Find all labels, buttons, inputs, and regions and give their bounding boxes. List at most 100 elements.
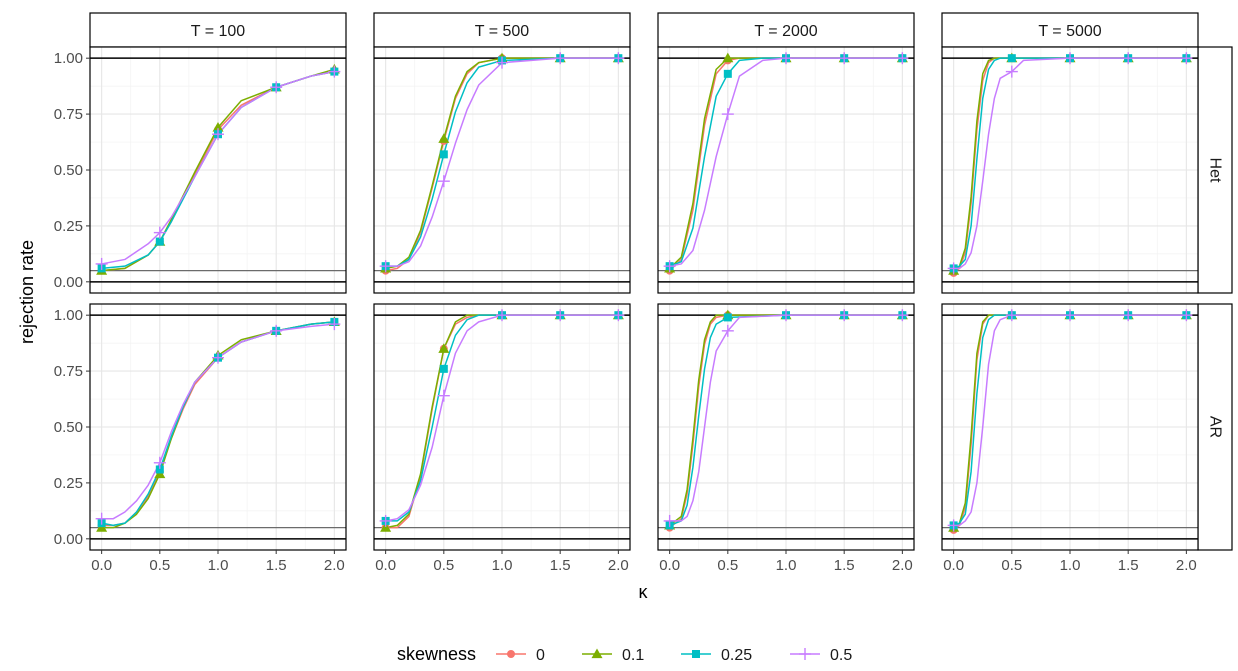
gridlines (658, 47, 914, 293)
x-tick-label: 1.0 (776, 557, 797, 574)
gridlines (374, 47, 630, 293)
series-point-0-5 (663, 514, 676, 527)
series-point-0-1 (438, 133, 450, 143)
column-strip-box (373, 12, 631, 48)
series-point-0-5 (437, 175, 450, 188)
panel: 0.0 0.5 1.0 1.5 2.0 (373, 303, 631, 574)
series-point-0-25 (1007, 54, 1016, 63)
series-line-0-5 (385, 314, 619, 522)
series-line-0-25 (385, 57, 619, 267)
x-tick-label: 1.5 (550, 557, 571, 574)
y-tick-label: 0.00 (54, 274, 83, 291)
series-point-0-25 (723, 69, 732, 78)
legend-entry: 0.5 (790, 647, 852, 664)
series-point-0-5 (1064, 52, 1076, 65)
y-tick-label: 1.00 (54, 307, 83, 324)
x-axis-title: κ (639, 582, 649, 602)
legend-key-marker (692, 650, 700, 658)
series-point-0-5 (212, 128, 224, 141)
series-point-0-25 (155, 465, 164, 474)
series-point-0-5 (780, 309, 792, 322)
panel: 0.00 0.25 0.50 0.75 1.00 (54, 46, 347, 294)
series-point-0-5 (663, 260, 676, 273)
x-tick-label: 1.5 (1118, 557, 1139, 574)
panel (941, 46, 1199, 294)
series-point-0-5 (270, 81, 283, 94)
series-point-0-25 (155, 237, 164, 246)
column-strip: T = 500 (373, 12, 631, 48)
x-tick-label: 0.5 (1001, 557, 1022, 574)
x-tick-label: 2.0 (324, 557, 345, 574)
x-tick-label: 2.0 (608, 557, 629, 574)
legend-entry: 0.1 (582, 647, 644, 664)
series-point-0-5 (896, 309, 909, 322)
series-point-0-5 (153, 226, 166, 239)
column-strip: T = 2000 (657, 12, 915, 48)
y-axis-title: rejection rate (17, 240, 37, 344)
series-point-0-5 (612, 309, 625, 322)
series-point-0-5 (437, 389, 450, 402)
y-tick-label: 1.00 (54, 50, 83, 67)
series-point-0-5 (1180, 309, 1193, 322)
series-point-0-5 (554, 309, 567, 322)
row-strip-label: Het (1207, 158, 1224, 183)
x-tick-label: 0.0 (375, 557, 396, 574)
series-point-0-1 (438, 343, 450, 353)
series-point-0-5 (947, 262, 960, 275)
legend-label: 0 (536, 647, 545, 664)
y-tick-label: 0.25 (54, 218, 83, 235)
x-tick-label: 1.0 (1060, 557, 1081, 574)
series-point-0-5 (554, 52, 567, 65)
series-point-0-5 (95, 257, 108, 270)
column-strip-label: T = 5000 (1038, 23, 1101, 40)
series-point-0-1 (380, 522, 392, 532)
x-tick-label: 0.5 (717, 557, 738, 574)
x-tick-label: 1.5 (266, 557, 287, 574)
legend-key-marker (591, 648, 603, 659)
series-point-0-5 (721, 108, 734, 121)
series-point-0-5 (379, 514, 392, 527)
series-point-0-5 (496, 309, 508, 322)
x-tick-label: 0.0 (943, 557, 964, 574)
x-tick-label: 2.0 (892, 557, 913, 574)
panel-border (657, 46, 915, 294)
column-strip-box (941, 12, 1199, 48)
row-strip: AR (1197, 303, 1233, 551)
series-point-0-5 (947, 519, 960, 532)
legend-entry: 0 (496, 647, 545, 664)
series-point-0-5 (721, 324, 734, 337)
series-line-0-5 (101, 70, 335, 265)
series-line-0-1 (385, 57, 619, 270)
series-point-0-5 (212, 351, 224, 364)
series-point-0-5 (838, 309, 851, 322)
legend-label: 0.25 (721, 647, 752, 664)
column-strip: T = 100 (89, 12, 347, 48)
series-point-0-5 (328, 65, 341, 78)
series-point-0-1 (212, 122, 224, 132)
y-tick-label: 0.75 (54, 106, 83, 123)
panel: 0.0 0.5 1.0 1.5 2.0 (657, 303, 915, 574)
panel: 0.00 0.25 0.50 0.75 1.00 0.0 0.5 1.0 1.5 2.0 (54, 303, 347, 574)
series-point-0-25 (723, 313, 732, 322)
panel (373, 46, 631, 294)
gridlines (942, 304, 1198, 550)
series-point-0-1 (722, 52, 734, 63)
legend-label: 0.5 (830, 647, 852, 664)
series-point-0-5 (328, 318, 341, 331)
column-strip-box (89, 12, 347, 48)
series-line-0-5 (385, 57, 619, 267)
series-point-0-25 (439, 150, 448, 159)
panel (657, 46, 915, 294)
series-point-0-5 (896, 52, 909, 65)
panel-border (941, 46, 1199, 294)
y-tick-label: 0.50 (54, 162, 83, 179)
column-strip-box (657, 12, 915, 48)
series-point-0-5 (1005, 65, 1018, 78)
panel: 0.0 0.5 1.0 1.5 2.0 (941, 303, 1199, 574)
series-point-0-5 (379, 260, 392, 273)
series-line-0-5 (101, 323, 335, 520)
y-tick-label: 0.25 (54, 475, 83, 492)
row-strip-box (1197, 46, 1233, 294)
series-line-0-5 (953, 57, 1187, 270)
